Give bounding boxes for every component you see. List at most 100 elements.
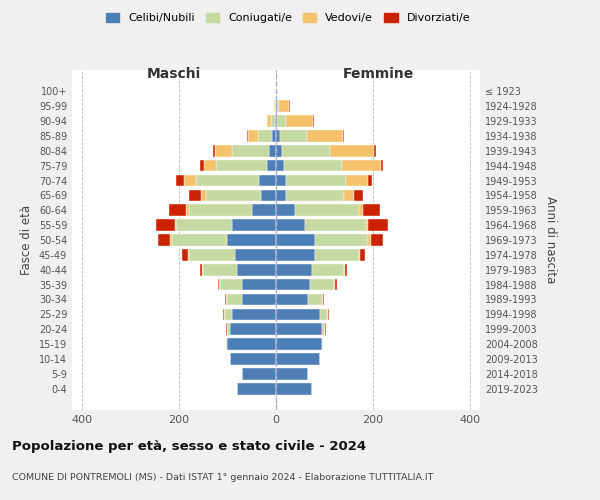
Bar (276, 160, 284, 172)
Bar (188, 249, 235, 260)
Bar (344, 190, 354, 201)
Bar (242, 279, 276, 290)
Bar (175, 220, 176, 231)
Bar (169, 204, 186, 216)
Bar (248, 130, 257, 141)
Bar (276, 383, 313, 394)
Y-axis label: Anni di nascita: Anni di nascita (544, 196, 557, 284)
Bar (267, 115, 271, 127)
Bar (277, 100, 280, 112)
Bar (206, 190, 262, 201)
Bar (320, 308, 327, 320)
Bar (368, 234, 371, 246)
Bar (242, 294, 276, 306)
Bar (232, 308, 276, 320)
Bar (276, 324, 322, 335)
Bar (276, 308, 320, 320)
Bar (371, 234, 383, 246)
Bar (307, 130, 343, 141)
Bar (289, 100, 290, 112)
Bar (271, 115, 275, 127)
Bar (346, 174, 368, 186)
Bar (267, 160, 276, 172)
Bar (315, 249, 359, 260)
Bar (274, 100, 275, 112)
Bar (368, 220, 388, 231)
Bar (232, 145, 269, 156)
Legend: Celibi/Nubili, Coniugati/e, Vedovi/e, Divorziati/e: Celibi/Nubili, Coniugati/e, Vedovi/e, Di… (101, 8, 475, 28)
Bar (322, 338, 323, 350)
Bar (257, 130, 272, 141)
Bar (237, 264, 276, 276)
Bar (276, 249, 315, 260)
Bar (235, 249, 276, 260)
Bar (276, 368, 308, 380)
Bar (202, 264, 203, 276)
Bar (214, 145, 215, 156)
Bar (227, 338, 276, 350)
Bar (276, 100, 277, 112)
Bar (331, 145, 374, 156)
Bar (313, 115, 314, 127)
Bar (374, 145, 376, 156)
Bar (359, 249, 365, 260)
Bar (276, 338, 322, 350)
Bar (201, 190, 206, 201)
Bar (276, 220, 305, 231)
Bar (315, 234, 368, 246)
Bar (345, 264, 347, 276)
Bar (276, 145, 282, 156)
Bar (230, 324, 276, 335)
Bar (286, 190, 344, 201)
Bar (200, 264, 202, 276)
Bar (342, 160, 381, 172)
Text: COMUNE DI PONTREMOLI (MS) - Dati ISTAT 1° gennaio 2024 - Elaborazione TUTTITALIA: COMUNE DI PONTREMOLI (MS) - Dati ISTAT 1… (12, 473, 433, 482)
Bar (204, 160, 216, 172)
Bar (226, 294, 227, 306)
Bar (354, 190, 364, 201)
Bar (322, 294, 323, 306)
Bar (158, 234, 170, 246)
Bar (176, 220, 232, 231)
Bar (196, 174, 259, 186)
Text: Femmine: Femmine (343, 67, 413, 81)
Bar (364, 204, 380, 216)
Bar (227, 234, 276, 246)
Bar (305, 220, 366, 231)
Bar (276, 190, 286, 201)
Bar (259, 174, 276, 186)
Bar (218, 279, 219, 290)
Bar (170, 234, 172, 246)
Bar (327, 308, 328, 320)
Bar (276, 204, 295, 216)
Bar (237, 383, 276, 394)
Bar (381, 160, 383, 172)
Bar (242, 368, 276, 380)
Bar (328, 308, 329, 320)
Bar (216, 160, 267, 172)
Bar (276, 353, 320, 365)
Bar (276, 130, 280, 141)
Bar (286, 115, 313, 127)
Bar (286, 174, 346, 186)
Bar (276, 279, 310, 290)
Bar (200, 160, 204, 172)
Bar (252, 204, 276, 216)
Bar (284, 160, 342, 172)
Bar (247, 130, 248, 141)
Bar (223, 308, 224, 320)
Bar (227, 324, 230, 335)
Text: Maschi: Maschi (147, 67, 201, 81)
Bar (344, 264, 345, 276)
Bar (308, 294, 322, 306)
Bar (277, 115, 286, 127)
Bar (172, 234, 227, 246)
Bar (226, 338, 227, 350)
Bar (219, 279, 220, 290)
Bar (334, 279, 335, 290)
Y-axis label: Fasce di età: Fasce di età (20, 205, 33, 275)
Bar (225, 308, 232, 320)
Bar (335, 279, 337, 290)
Text: Popolazione per età, sesso e stato civile - 2024: Popolazione per età, sesso e stato civil… (12, 440, 366, 453)
Bar (262, 190, 276, 201)
